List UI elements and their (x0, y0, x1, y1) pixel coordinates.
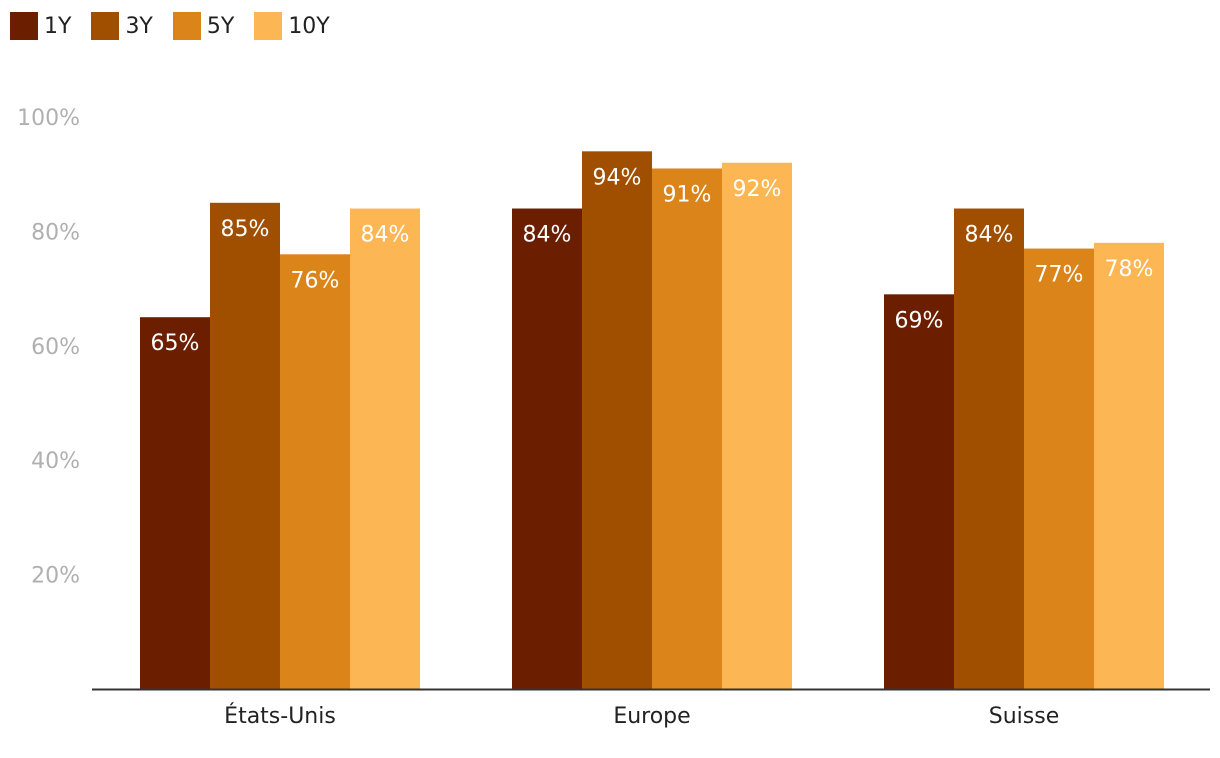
bar (512, 208, 582, 689)
bar (350, 208, 420, 689)
bar-value-label: 77% (1035, 263, 1084, 288)
bar-value-label: 85% (221, 217, 270, 242)
bar-value-label: 94% (593, 165, 642, 190)
legend-swatch-1y (10, 12, 38, 40)
legend-label-1y: 1Y (44, 13, 72, 39)
y-tick-label: 80% (31, 220, 80, 245)
x-category-label: Suisse (989, 704, 1059, 729)
bar-value-label: 84% (361, 223, 410, 248)
bar (582, 151, 652, 689)
x-category-label: Europe (613, 704, 690, 729)
bar-value-label: 65% (151, 331, 200, 356)
legend-item-3y: 3Y (91, 12, 153, 40)
bar (954, 208, 1024, 689)
y-tick-label: 100% (17, 106, 80, 131)
bar (1094, 242, 1164, 689)
legend-label-10y: 10Y (288, 13, 330, 39)
legend-item-5y: 5Y (172, 12, 235, 40)
bar (140, 317, 210, 689)
legend-label-5y: 5Y (206, 13, 235, 39)
y-tick-label: 60% (31, 335, 80, 360)
bar (652, 168, 722, 690)
bar-value-label: 78% (1105, 257, 1154, 282)
bar (1024, 248, 1094, 689)
y-tick-label: 20% (31, 564, 80, 589)
bar (210, 202, 280, 690)
legend-item-10y: 10Y (254, 12, 330, 40)
legend-label-3y: 3Y (125, 13, 153, 39)
bar (884, 294, 954, 689)
bar-value-label: 92% (733, 177, 782, 202)
bar (722, 162, 792, 689)
bar-value-label: 91% (663, 182, 712, 207)
legend-swatch-5y (172, 12, 201, 40)
legend-swatch-3y (91, 12, 120, 40)
bar-value-label: 69% (895, 308, 944, 333)
y-tick-label: 40% (31, 449, 80, 474)
bar-value-label: 76% (291, 268, 340, 293)
bar-value-label: 84% (965, 223, 1014, 248)
legend-item-1y: 1Y (10, 12, 71, 40)
bar-value-label: 84% (523, 223, 572, 248)
bar (280, 254, 350, 689)
legend: 1Y 3Y 5Y 10Y (10, 12, 350, 40)
x-category-label: États-Unis (224, 703, 336, 729)
legend-swatch-10y (254, 12, 283, 40)
